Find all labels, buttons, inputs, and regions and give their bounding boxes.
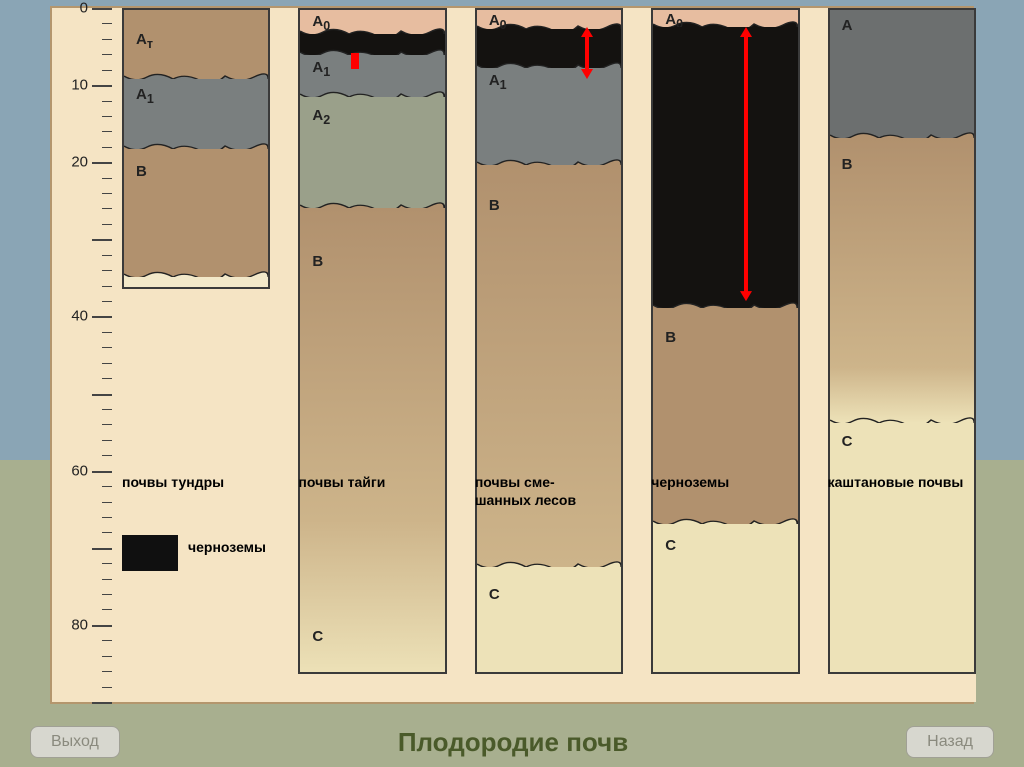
soil-diagram-frame: 01020406080 Aт A1 BCпочвы тундрычернозем… [50, 6, 974, 704]
profile-taiga: A0 A1 A2 B Cпочвы тайги [298, 8, 446, 702]
profile-caption-tundra: почвы тундры [122, 473, 270, 491]
profile-box-taiga: A0 A1 A2 B C [298, 8, 446, 674]
horizon-label-C: C [842, 433, 853, 450]
profile-box-mixed: A0 A1 BC [475, 8, 623, 674]
horizon-label-C: C [136, 288, 147, 289]
ruler-label-80: 80 [71, 616, 88, 633]
exit-button[interactable]: Выход [30, 726, 120, 758]
horizon-taiga-C [300, 520, 444, 674]
horizon-label-A₁: A1 [489, 72, 507, 92]
back-button[interactable]: Назад [906, 726, 994, 758]
horizon-label-C: C [312, 628, 323, 645]
horizon-kashtanovye-C [830, 423, 974, 674]
horizon-label-B: B [842, 156, 853, 173]
horizon-label-A₀: A0 [312, 13, 330, 33]
red-marker [351, 53, 359, 69]
profile-caption-taiga: почвы тайги [298, 473, 446, 491]
horizon-label-C: C [665, 537, 676, 554]
ruler-label-60: 60 [71, 462, 88, 479]
profile-caption-mixed: почвы сме- шанных лесов [475, 473, 623, 509]
profile-caption-chernozem: черноземы [651, 473, 799, 491]
ruler-label-10: 10 [71, 77, 88, 94]
profile-box-kashtanovye: A B C [828, 8, 976, 674]
horizon-label-A: A [842, 17, 853, 34]
horizon-label-B: B [312, 253, 323, 270]
legend-swatch-chernozem [122, 535, 178, 571]
page-title: Плодородие почв [398, 727, 628, 758]
horizon-label-A₁: A1 [312, 59, 330, 79]
profile-tundra: Aт A1 B Cпочвы тундры черноземы [122, 8, 270, 702]
ruler-label-20: 20 [71, 154, 88, 171]
horizon-label-B: B [136, 163, 147, 180]
horizon-label-A₂: A2 [312, 107, 330, 127]
horizon-label-B: B [489, 197, 500, 214]
profile-caption-kashtanovye: каштановые почвы [828, 473, 976, 491]
ruler-label-40: 40 [71, 308, 88, 325]
depth-ruler: 01020406080 [52, 8, 112, 702]
horizon-chernozem-1 [653, 27, 797, 308]
profile-mixed: A0 A1 BC почвы сме- шанных лесов [475, 8, 623, 702]
profile-kashtanovye: A B Cкаштановые почвы [828, 8, 976, 702]
horizon-tundra-C [124, 277, 268, 289]
horizon-label-C: C [489, 586, 500, 603]
profile-box-chernozem: A0 BC [651, 8, 799, 674]
profile-box-tundra: Aт A1 B C [122, 8, 270, 289]
profile-chernozem: A0 BC черноземы [651, 8, 799, 702]
horizon-label-Aₜ: Aт [136, 31, 153, 51]
horizon-label-B: B [665, 329, 676, 346]
horizon-mixed-C [477, 567, 621, 674]
soil-profiles-container: Aт A1 B Cпочвы тундры черноземы A0 A1 A2 B C… [112, 8, 976, 702]
bottom-nav-bar: Выход Плодородие почв Назад [0, 717, 1024, 767]
horizon-label-A₁: A1 [136, 86, 154, 106]
legend-label-chernozem: черноземы [188, 539, 266, 555]
ruler-label-0: 0 [80, 0, 88, 17]
